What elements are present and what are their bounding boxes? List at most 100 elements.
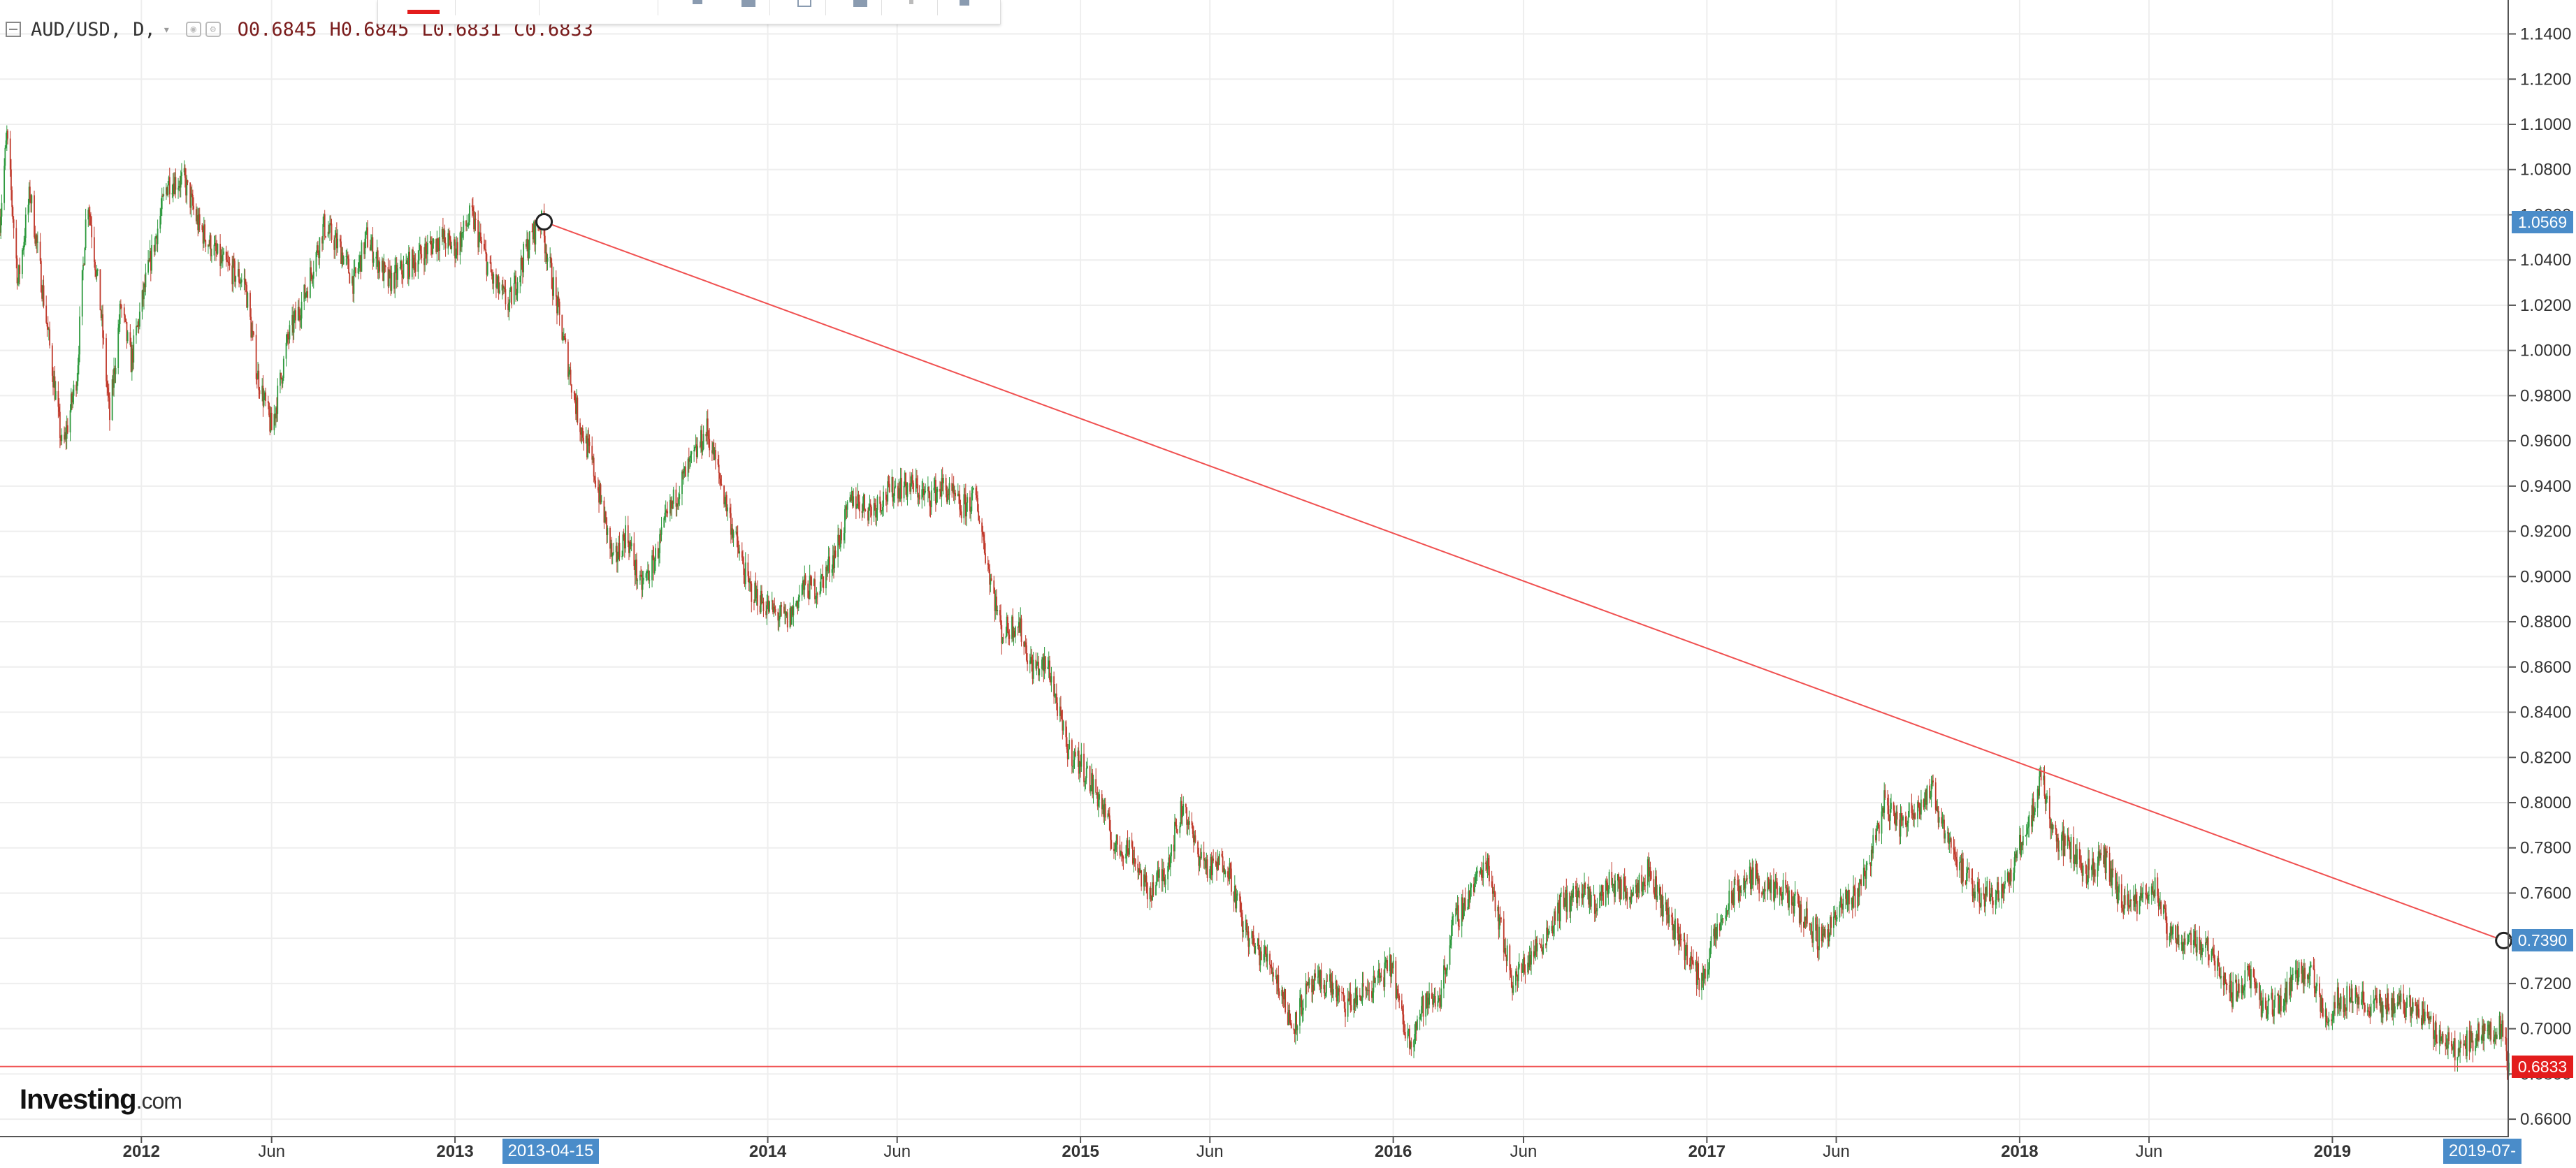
candle-body (1121, 851, 1122, 854)
page-tool-icon[interactable] (797, 0, 811, 7)
candle-body (1710, 936, 1712, 948)
candle-body (96, 271, 98, 277)
candle-body (795, 603, 797, 606)
candle-body (2164, 908, 2166, 913)
candle-body (1035, 659, 1037, 669)
candle-body (437, 247, 440, 251)
candle-body (51, 345, 53, 376)
chevron-down-icon[interactable]: ▾ (162, 22, 171, 37)
candle-body (93, 237, 95, 262)
candle-body (1001, 625, 1003, 644)
candle-body (49, 329, 51, 346)
candle-body (2099, 851, 2100, 859)
candle-body (610, 543, 612, 549)
candle-body (2447, 1032, 2449, 1049)
candle-body (2331, 1019, 2333, 1021)
candle-body (2130, 899, 2132, 901)
candle-body (70, 393, 72, 411)
candle-body (1758, 878, 1759, 882)
candle-body (975, 488, 977, 495)
candle-body (1434, 995, 1436, 1007)
candle-body (216, 251, 218, 254)
candle-body (1335, 980, 1337, 990)
candle-body (1152, 882, 1155, 896)
candle-body (828, 556, 830, 573)
candle-body (1006, 616, 1008, 632)
candle-body (394, 265, 396, 289)
candle-body (1953, 849, 1955, 855)
candle-body (2159, 901, 2161, 904)
candle-body (1146, 882, 1148, 900)
collapse-icon[interactable] (6, 22, 21, 37)
candle-body (1535, 939, 1537, 952)
candle-body (1087, 766, 1088, 768)
candle-body (210, 235, 212, 256)
candle-body (2009, 869, 2011, 884)
candle-body (1605, 880, 1607, 906)
gear-icon[interactable]: ⚙ (205, 22, 221, 37)
candle-body (2010, 869, 2012, 882)
candle-body (155, 236, 157, 238)
candle-body (1482, 862, 1484, 878)
eye-icon[interactable]: ◉ (185, 22, 201, 37)
candle-body (1865, 864, 1867, 879)
candle-body (78, 354, 80, 365)
candle-body (141, 290, 143, 312)
candle-body (2262, 997, 2264, 1012)
candle-body (1457, 905, 1459, 926)
candle-body (850, 497, 852, 501)
candle-body (2478, 1023, 2480, 1041)
edit-tool-icon[interactable] (909, 0, 913, 4)
candle-body (191, 194, 193, 196)
calendar-tool-icon[interactable] (741, 0, 755, 7)
candle-body (407, 260, 409, 279)
candle-body (1570, 900, 1572, 912)
candle-body (1243, 930, 1244, 932)
candle-body (754, 583, 756, 603)
investing-logo[interactable]: Investing.com (20, 1084, 182, 1116)
candle-body (1089, 766, 1091, 791)
candle-body (246, 285, 248, 308)
candle-body (514, 275, 516, 284)
candle-body (1162, 870, 1164, 882)
save-tool-icon[interactable] (853, 0, 867, 7)
candle-body (2097, 851, 2099, 863)
drawing-toolbar[interactable] (377, 0, 1001, 24)
candle-body (2205, 942, 2206, 948)
candle-body (339, 238, 341, 242)
candle-body (1203, 852, 1205, 861)
candle-body (335, 233, 338, 249)
candle-body (1980, 893, 1982, 907)
candle-body (2080, 859, 2081, 863)
candle-body (1482, 877, 1484, 879)
pen-tool-icon[interactable] (407, 10, 440, 14)
candle-body (2043, 775, 2045, 781)
candle-body (1877, 822, 1879, 825)
candle-body (1563, 906, 1565, 907)
candle-body (2250, 969, 2252, 988)
candle-body (718, 465, 720, 474)
candle-body (2501, 1020, 2503, 1033)
price-axis[interactable]: 1.14001.12001.10001.08001.06001.04001.02… (2509, 25, 2571, 1130)
candle-body (591, 446, 593, 460)
candle-body (556, 296, 558, 314)
candle-body (166, 187, 168, 196)
candle-body (1263, 954, 1265, 961)
candle-body (766, 605, 768, 615)
candle-body (2154, 877, 2156, 897)
candle-body (1911, 812, 1913, 815)
candle-body (903, 486, 905, 499)
candle-body (442, 228, 444, 240)
candle-body (1800, 904, 1802, 922)
time-axis[interactable]: 2012 Jun 2013 2014 Jun 2015 Jun 2016 Jun 2017 Jun 2… (123, 1137, 2352, 1161)
candle-body (369, 247, 371, 251)
y-tick-label: 1.0200 (2520, 296, 2571, 315)
crosshair-tool-icon[interactable] (693, 0, 702, 4)
candle-body (562, 340, 564, 341)
candle-body (964, 494, 966, 495)
symbol-label[interactable]: AUD/USD, D, (31, 18, 156, 41)
trash-tool-icon[interactable] (960, 0, 969, 6)
candle-body (820, 575, 822, 592)
candle-body (603, 500, 605, 523)
